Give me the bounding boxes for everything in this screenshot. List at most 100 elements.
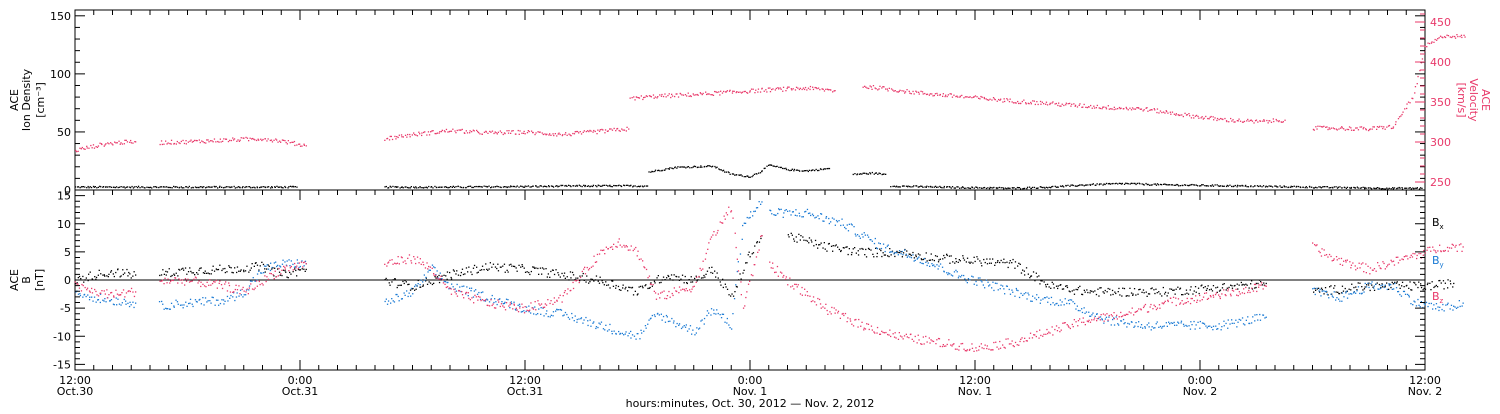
data-point-bz: [1065, 322, 1066, 323]
data-point-bz: [906, 334, 907, 335]
data-point-bz: [1418, 253, 1419, 254]
data-point-density: [235, 187, 236, 188]
data-point-velocity: [672, 95, 673, 96]
data-point-velocity: [304, 145, 305, 146]
data-point-bx: [1078, 287, 1079, 288]
data-point-velocity: [1260, 121, 1261, 122]
data-point-velocity: [654, 98, 655, 99]
data-point-velocity: [1175, 115, 1176, 116]
data-point-bx: [813, 245, 814, 246]
data-point-density: [964, 188, 965, 189]
data-point-by: [832, 217, 833, 218]
data-point-by: [188, 303, 189, 304]
data-point-velocity: [1030, 102, 1031, 103]
data-point-density: [1070, 185, 1071, 186]
data-point-velocity: [1331, 128, 1332, 129]
data-point-bz: [1260, 285, 1261, 286]
data-point-velocity: [237, 139, 238, 140]
data-point-bz: [670, 297, 671, 298]
data-point-by: [477, 294, 478, 295]
data-point-velocity: [830, 89, 831, 90]
data-point-bx: [1382, 286, 1383, 287]
data-point-velocity: [1234, 121, 1235, 122]
data-point-density: [179, 187, 180, 188]
data-point-by: [868, 237, 869, 238]
data-point-bx: [553, 270, 554, 271]
data-point-by: [1441, 309, 1442, 310]
data-point-bx: [972, 262, 973, 263]
data-point-density: [744, 176, 745, 177]
data-point-density: [1116, 183, 1117, 184]
data-point-velocity: [1398, 118, 1399, 119]
data-point-bz: [899, 332, 900, 333]
data-point-bz: [881, 331, 882, 332]
data-point-bx: [236, 272, 237, 273]
data-point-velocity: [124, 140, 125, 141]
data-point-bz: [497, 299, 498, 300]
data-point-bz: [847, 317, 848, 318]
data-point-density: [424, 187, 425, 188]
data-point-bx: [573, 274, 574, 275]
data-point-velocity: [232, 137, 233, 138]
data-point-velocity: [273, 140, 274, 141]
data-point-density: [236, 187, 237, 188]
data-point-velocity: [1084, 104, 1085, 105]
data-point-bx: [1056, 286, 1057, 287]
data-point-bx: [938, 259, 939, 260]
data-point-density: [84, 186, 85, 187]
data-point-density: [695, 166, 696, 167]
data-point-bz: [502, 305, 503, 306]
data-point-velocity: [1117, 108, 1118, 109]
data-point-velocity: [1329, 129, 1330, 130]
data-point-by: [819, 218, 820, 219]
data-point-by: [411, 288, 412, 289]
data-point-velocity: [78, 151, 79, 152]
data-point-bz: [656, 299, 657, 300]
data-point-density: [728, 172, 729, 173]
data-point-by: [1247, 316, 1248, 317]
data-point-bx: [1115, 293, 1116, 294]
data-point-by: [632, 334, 633, 335]
data-point-by: [708, 313, 709, 314]
data-point-bx: [739, 273, 740, 274]
data-point-density: [677, 166, 678, 167]
data-point-velocity: [995, 99, 996, 100]
data-point-bx: [284, 270, 285, 271]
data-point-bz: [751, 274, 752, 275]
data-point-by: [469, 288, 470, 289]
data-point-by: [424, 274, 425, 275]
data-point-by: [585, 317, 586, 318]
data-point-bx: [1333, 288, 1334, 289]
data-point-velocity: [912, 91, 913, 92]
data-point-bx: [966, 261, 967, 262]
data-point-density: [210, 187, 211, 188]
data-point-by: [1032, 296, 1033, 297]
data-point-bx: [1085, 292, 1086, 293]
data-point-bx: [1040, 280, 1041, 281]
data-point-velocity: [1000, 99, 1001, 100]
data-point-density: [551, 185, 552, 186]
data-point-velocity: [1082, 107, 1083, 108]
data-point-by: [1169, 323, 1170, 324]
data-point-bx: [1447, 287, 1448, 288]
data-point-bz: [284, 267, 285, 268]
data-point-velocity: [864, 86, 865, 87]
data-point-bz: [965, 350, 966, 351]
data-point-velocity: [241, 137, 242, 138]
data-point-bz: [923, 336, 924, 337]
data-point-bz: [426, 262, 427, 263]
data-point-velocity: [1417, 76, 1418, 77]
data-point-velocity: [1156, 112, 1157, 113]
data-point-by: [1092, 313, 1093, 314]
data-point-density: [1032, 187, 1033, 188]
data-point-velocity: [895, 90, 896, 91]
data-point-velocity: [1213, 119, 1214, 120]
data-point-by: [1225, 323, 1226, 324]
data-point-bx: [203, 272, 204, 273]
data-point-bx: [891, 254, 892, 255]
data-point-bx: [477, 272, 478, 273]
data-point-bz: [898, 339, 899, 340]
data-point-bz: [1180, 302, 1181, 303]
bottom-left-axis-label-line-2: B: [20, 276, 33, 284]
data-point-by: [1112, 319, 1113, 320]
